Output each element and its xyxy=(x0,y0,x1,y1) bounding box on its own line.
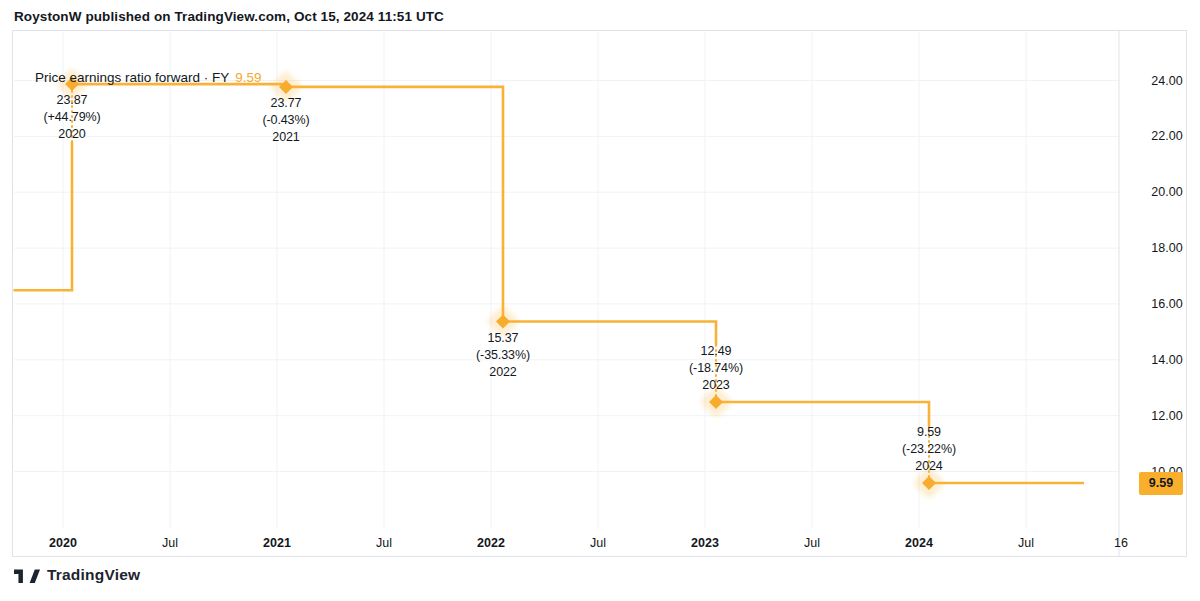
point-year: 2023 xyxy=(661,377,771,394)
point-value: 23.77 xyxy=(231,95,341,112)
point-value: 15.37 xyxy=(448,330,558,347)
chart-panel: Price earnings ratio forward · FY 9.59 23… xyxy=(12,30,1187,557)
footer-brand-text: TradingView xyxy=(47,566,140,584)
point-year: 2024 xyxy=(874,458,984,475)
data-point-label-2021: 23.77(-0.43%)2021 xyxy=(231,95,341,146)
time-axis-tick-label: Jul xyxy=(991,535,1061,551)
point-pct-change: (+44.79%) xyxy=(17,109,127,126)
time-axis-tick-label: Jul xyxy=(135,535,205,551)
time-axis-tick-label: Jul xyxy=(563,535,633,551)
data-point-label-2023: 12.49(-18.74%)2023 xyxy=(661,343,771,394)
data-point-label-2020: 23.87(+44.79%)2020 xyxy=(17,92,127,143)
price-axis-tick-label: 20.00 xyxy=(1135,184,1199,200)
chart-title: Price earnings ratio forward · FY 9.59 xyxy=(35,70,262,85)
price-axis-tick-label: 12.00 xyxy=(1135,408,1199,424)
last-price-badge: 9.59 xyxy=(1139,472,1183,495)
time-axis-tick-label: 2020 xyxy=(28,535,98,551)
point-pct-change: (-18.74%) xyxy=(661,360,771,377)
price-axis-tick-label: 16.00 xyxy=(1135,296,1199,312)
point-value: 9.59 xyxy=(874,424,984,441)
price-axis-tick-label: 14.00 xyxy=(1135,352,1199,368)
point-year: 2021 xyxy=(231,129,341,146)
footer-brand-link[interactable]: TradingView xyxy=(14,566,140,584)
point-year: 2022 xyxy=(448,364,558,381)
step-line xyxy=(72,84,716,345)
time-axis-tick-label: 2022 xyxy=(456,535,526,551)
point-value: 23.87 xyxy=(17,92,127,109)
point-pct-change: (-35.33%) xyxy=(448,347,558,364)
time-axis-tick-label: 2023 xyxy=(670,535,740,551)
price-axis-tick-label: 22.00 xyxy=(1135,128,1199,144)
price-axis-tick-label: 18.00 xyxy=(1135,240,1199,256)
chart-title-current-value: 9.59 xyxy=(235,70,261,85)
time-axis-tick-label: 16 xyxy=(1086,535,1156,551)
time-axis-tick-label: 2021 xyxy=(242,535,312,551)
point-value: 12.49 xyxy=(661,343,771,360)
point-pct-change: (-0.43%) xyxy=(231,112,341,129)
data-point-label-2024: 9.59(-23.22%)2024 xyxy=(874,424,984,475)
time-axis-tick-label: Jul xyxy=(349,535,419,551)
attribution-header: RoystonW published on TradingView.com, O… xyxy=(14,9,444,24)
chart-canvas[interactable] xyxy=(13,31,1188,558)
price-axis-tick-label: 24.00 xyxy=(1135,73,1199,89)
data-point-label-2022: 15.37(-35.33%)2022 xyxy=(448,330,558,381)
tradingview-logo-icon xyxy=(14,568,40,583)
time-axis-tick-label: 2024 xyxy=(884,535,954,551)
time-axis-tick-label: Jul xyxy=(777,535,847,551)
chart-title-text: Price earnings ratio forward · FY xyxy=(35,70,229,85)
step-line xyxy=(716,402,929,426)
point-year: 2020 xyxy=(17,126,127,143)
point-pct-change: (-23.22%) xyxy=(874,441,984,458)
